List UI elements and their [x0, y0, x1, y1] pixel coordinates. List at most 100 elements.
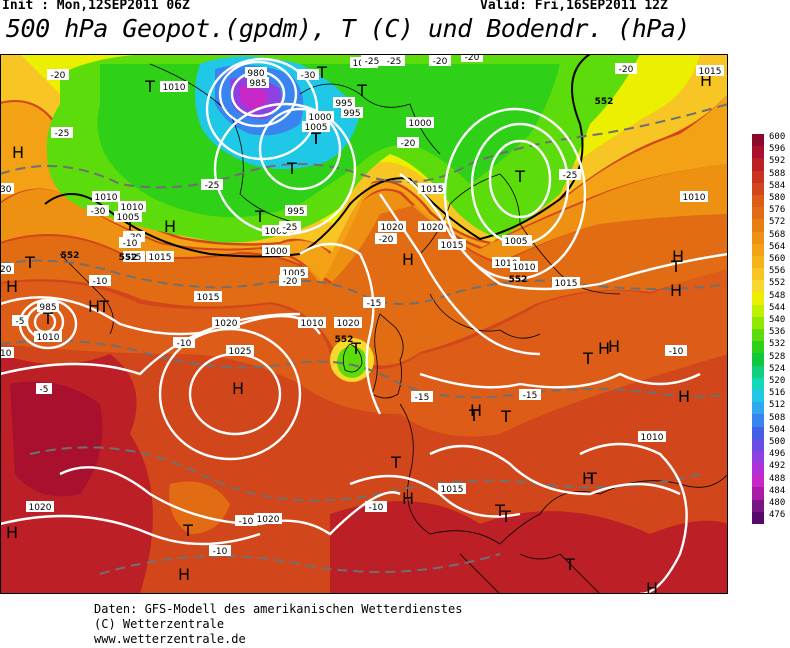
isobar-label-box [262, 245, 290, 256]
isobar-label-box [254, 513, 282, 524]
high-pressure-marker: H [582, 469, 594, 488]
legend-label: 600 [769, 132, 786, 142]
high-pressure-marker: H [6, 523, 18, 542]
legend-label: 504 [769, 424, 786, 435]
legend-label: 540 [769, 315, 786, 325]
legend-label: 576 [769, 205, 786, 216]
legend-swatch [752, 170, 764, 183]
isotherm-label: -20 [379, 235, 394, 245]
isobar-label-box [298, 317, 326, 328]
legend-swatch [752, 280, 764, 293]
legend-label: 548 [769, 290, 786, 301]
high-pressure-marker: H [678, 387, 690, 406]
legend-label: 488 [769, 473, 786, 484]
isobar-label: 1000 [265, 227, 288, 237]
isobar-label-box [552, 277, 580, 288]
legend-swatch [752, 389, 764, 403]
isotherm-label-box [361, 55, 383, 66]
isobar-label-box [247, 77, 269, 88]
isobar-label: 980 [247, 69, 264, 79]
isobar-label-box [226, 345, 254, 356]
legend-label: 500 [769, 437, 786, 447]
low-pressure-marker: T [310, 129, 321, 148]
isobar-label-box [334, 317, 362, 328]
isotherm-label: -30 [91, 207, 106, 217]
isotherm-label: -20 [401, 139, 416, 149]
legend-swatch [752, 487, 764, 500]
geopotential-label: 552 [119, 253, 138, 263]
isotherm-label-box [665, 345, 687, 356]
legend-label: 492 [769, 461, 786, 472]
geopotential-label: 552 [61, 251, 80, 261]
low-pressure-marker: T [42, 309, 53, 328]
isobar-label: 1005 [283, 269, 306, 279]
isotherm-label-box [51, 127, 73, 138]
isotherm-label: -20 [619, 65, 634, 75]
low-pressure-marker: T [286, 159, 297, 178]
legend-label: 556 [769, 266, 786, 277]
isobar-label-box [280, 267, 308, 278]
isotherm-label: -25 [563, 171, 578, 181]
legend-swatch [752, 475, 764, 488]
isotherm-label-box [119, 237, 141, 248]
isotherm-label: -10 [369, 503, 384, 513]
isobar-label-box [378, 221, 406, 232]
isobar-label: 1005 [305, 123, 328, 133]
legend-label: 596 [769, 144, 786, 155]
legend-swatch [752, 414, 764, 427]
isotherm-label-box [87, 205, 109, 216]
isotherm-label: -10 [239, 517, 254, 527]
geopotential-label: 552 [335, 335, 354, 345]
legend-label: 572 [769, 217, 786, 228]
low-pressure-marker: T [564, 555, 575, 574]
isobar-label: 1010 [683, 193, 706, 203]
legend-label: 484 [769, 485, 786, 496]
legend-label: 560 [769, 254, 786, 264]
isobar-label-box [696, 65, 724, 76]
isotherm-label-box [47, 69, 69, 80]
high-pressure-marker: H [608, 337, 620, 356]
legend-label: 568 [769, 229, 786, 240]
isobar-label-box [510, 261, 538, 272]
high-pressure-marker: H [470, 401, 482, 420]
isobar-label: 1015 [421, 185, 444, 195]
isobar-label: 1020 [215, 319, 238, 329]
isotherm-label: -10 [177, 339, 192, 349]
legend-swatch [752, 402, 764, 415]
legend-swatch [752, 341, 764, 354]
isotherm-label-box [297, 69, 319, 80]
legend-label: 544 [769, 302, 786, 313]
footer: Daten: GFS-Modell des amerikanischen Wet… [94, 602, 462, 647]
legend-swatch [752, 365, 764, 378]
high-pressure-marker: H [178, 565, 190, 584]
legend-swatch [752, 438, 764, 451]
legend-label: 512 [769, 400, 786, 411]
isobar-label: 995 [335, 99, 352, 109]
legend-swatch [752, 426, 764, 439]
footer-url[interactable]: www.wetterzentrale.de [94, 632, 246, 646]
low-pressure-marker: T [390, 453, 401, 472]
isotherm-label: -15 [127, 253, 142, 263]
isobar-label: 1020 [337, 319, 360, 329]
high-pressure-marker: H [88, 297, 100, 316]
isobar-label: 1000 [309, 113, 332, 123]
isobar-label-box [418, 221, 446, 232]
isobar-label: 1025 [229, 347, 252, 357]
low-pressure-marker: T [670, 257, 681, 276]
isobar-label: 985 [249, 79, 266, 89]
isobar-label: 1015 [699, 67, 722, 77]
high-pressure-marker: H [6, 277, 18, 296]
high-pressure-marker: H [670, 281, 682, 300]
isobar-label: 1015 [555, 279, 578, 289]
isotherm-label-box [461, 54, 483, 62]
isotherm-label-box [279, 221, 301, 232]
isobar-label-box [492, 257, 520, 268]
isobar-label: 1010 [641, 433, 664, 443]
legend-label: 496 [769, 449, 786, 460]
isobar-label-box [638, 431, 666, 442]
isobar-label: 995 [287, 207, 304, 217]
isobars [0, 57, 728, 594]
isotherm-label: -15 [415, 393, 430, 403]
isotherm-label: -25 [365, 57, 380, 67]
